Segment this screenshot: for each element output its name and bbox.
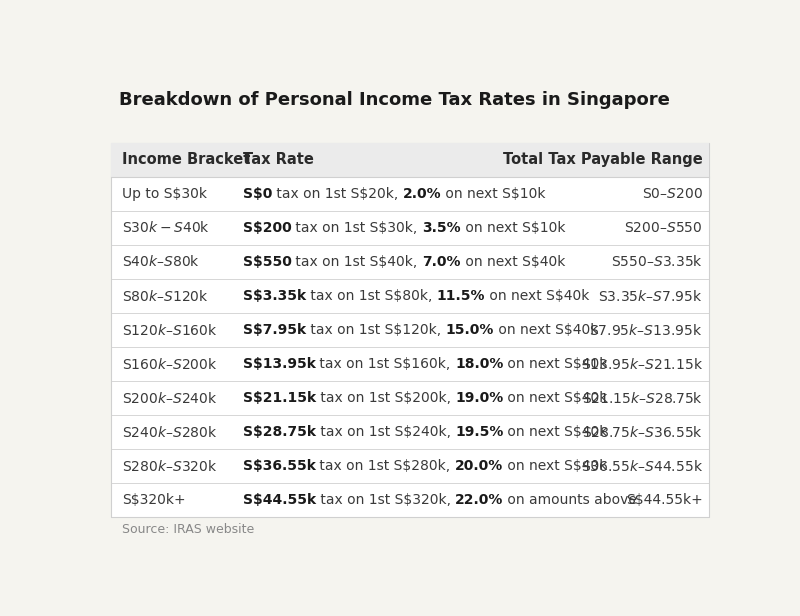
Text: Tax Rate: Tax Rate [242,152,314,168]
Text: tax on 1st S$200k,: tax on 1st S$200k, [316,391,455,405]
Text: S$200k–S$240k: S$200k–S$240k [122,391,218,406]
Text: S$3.35k: S$3.35k [242,289,306,303]
Text: S$30k-S$40k: S$30k-S$40k [122,221,210,235]
Text: 20.0%: 20.0% [455,460,503,473]
Text: S$160k–S$200k: S$160k–S$200k [122,357,218,371]
Text: tax on 1st S$280k,: tax on 1st S$280k, [315,460,455,473]
Text: on next S$10k: on next S$10k [461,221,565,235]
Text: Income Bracket: Income Bracket [122,152,250,168]
Text: S$200: S$200 [242,221,291,235]
Text: S$13.95k–S$21.15k: S$13.95k–S$21.15k [581,357,702,371]
Text: S$36.55k: S$36.55k [242,460,315,473]
Text: S$120k–S$160k: S$120k–S$160k [122,323,218,338]
Text: 19.5%: 19.5% [455,425,503,439]
Text: on next S$40k: on next S$40k [503,425,608,439]
Text: S$28.75k: S$28.75k [242,425,315,439]
Text: S$44.55k+: S$44.55k+ [626,493,702,508]
Text: S$13.95k: S$13.95k [242,357,315,371]
Text: on next S$40k: on next S$40k [503,391,608,405]
Text: S$40k–S$80k: S$40k–S$80k [122,254,200,269]
Text: S$7.95k: S$7.95k [242,323,306,337]
Text: S$240k–S$280k: S$240k–S$280k [122,425,218,440]
Text: 2.0%: 2.0% [402,187,442,201]
Text: 18.0%: 18.0% [455,357,503,371]
Text: 22.0%: 22.0% [455,493,503,508]
Text: on next S$40k: on next S$40k [494,323,598,337]
Text: S$7.95k–S$13.95k: S$7.95k–S$13.95k [590,323,702,338]
Text: Source: IRAS website: Source: IRAS website [122,523,254,536]
Text: 7.0%: 7.0% [422,255,461,269]
Text: on next S$40k: on next S$40k [485,289,590,303]
Text: tax on 1st S$160k,: tax on 1st S$160k, [315,357,455,371]
Text: 15.0%: 15.0% [446,323,494,337]
Text: tax on 1st S$80k,: tax on 1st S$80k, [306,289,437,303]
Text: tax on 1st S$30k,: tax on 1st S$30k, [291,221,422,235]
Text: 3.5%: 3.5% [422,221,461,235]
Text: S$320k+: S$320k+ [122,493,186,508]
Text: 11.5%: 11.5% [437,289,485,303]
Text: Total Tax Payable Range: Total Tax Payable Range [503,152,702,168]
Text: S$36.55k–S$44.55k: S$36.55k–S$44.55k [581,459,702,474]
Text: S$28.75k–S$36.55k: S$28.75k–S$36.55k [582,425,702,440]
Text: S$550: S$550 [242,255,291,269]
Text: on amounts above: on amounts above [503,493,638,508]
Text: 19.0%: 19.0% [455,391,503,405]
Text: S$21.15k: S$21.15k [242,391,316,405]
Bar [111,143,709,177]
Text: Up to S$30k: Up to S$30k [122,187,206,201]
Text: on next S$40k: on next S$40k [461,255,565,269]
Text: on next S$40k: on next S$40k [503,357,608,371]
Bar [111,143,709,517]
Text: S$21.15k–S$28.75k: S$21.15k–S$28.75k [582,391,702,406]
Text: S$550–S$3.35k: S$550–S$3.35k [610,254,702,269]
Text: tax on 1st S$120k,: tax on 1st S$120k, [306,323,446,337]
Text: S$0: S$0 [242,187,272,201]
Text: S$200–S$550: S$200–S$550 [624,221,702,235]
Text: tax on 1st S$240k,: tax on 1st S$240k, [315,425,455,439]
Text: S$3.35k–S$7.95k: S$3.35k–S$7.95k [598,288,702,304]
Text: S$44.55k: S$44.55k [242,493,316,508]
Text: Breakdown of Personal Income Tax Rates in Singapore: Breakdown of Personal Income Tax Rates i… [118,91,670,108]
Text: S$0–S$200: S$0–S$200 [642,187,702,201]
Text: on next S$10k: on next S$10k [442,187,546,201]
Text: S$80k–S$120k: S$80k–S$120k [122,288,209,304]
Text: on next S$40k: on next S$40k [503,460,608,473]
Text: S$280k–S$320k: S$280k–S$320k [122,459,218,474]
Text: tax on 1st S$320k,: tax on 1st S$320k, [316,493,455,508]
Text: tax on 1st S$20k,: tax on 1st S$20k, [272,187,402,201]
Text: tax on 1st S$40k,: tax on 1st S$40k, [291,255,422,269]
